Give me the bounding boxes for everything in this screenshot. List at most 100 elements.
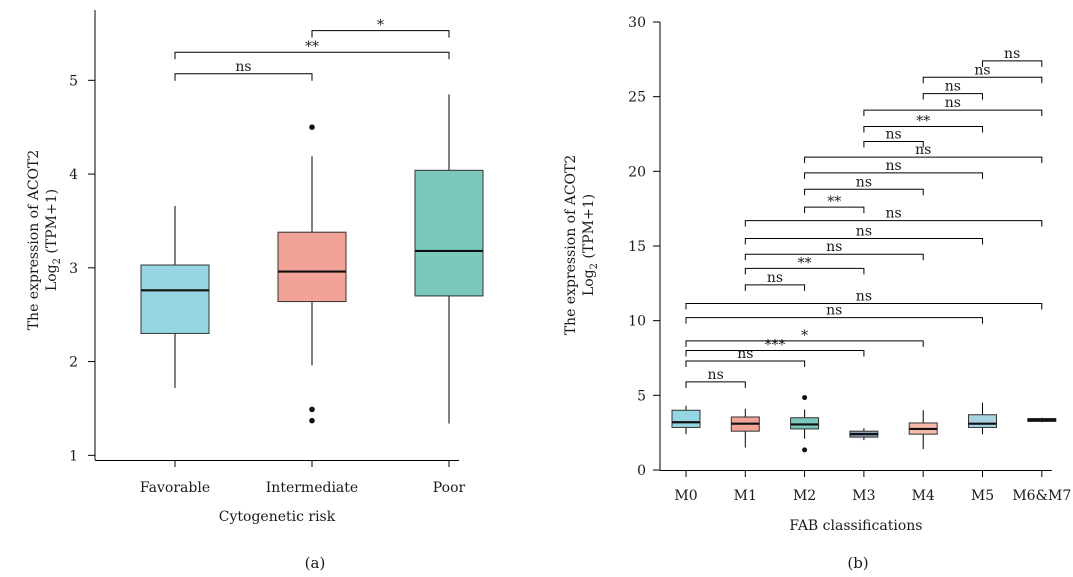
box-m4 [908,410,938,450]
y-tick-label: 20 [628,164,646,180]
box-m2 [790,395,820,453]
y-axis-title-line1: The expression of ACOT2 [563,155,579,336]
box-iqr [140,264,210,334]
comparison-bracket: ** [804,194,865,214]
significance-label: *** [764,338,785,354]
significance-label: ns [974,62,990,78]
comparison-bracket: ns [804,142,1043,164]
bracket-line [685,340,924,347]
y-axis-title-subscript: 2 [52,258,63,264]
comparison-bracket: ns [685,303,983,324]
bracket-line [922,76,1043,84]
y-tick-label: 0 [637,463,646,479]
comparison-bracket: ns [744,239,924,261]
outlier-point [309,417,315,424]
significance-label: ** [798,255,812,271]
y-axis-title-unit: (TPM+1) [44,189,60,258]
y-axis-title-line2: Log2 (TPM+1) [581,194,600,296]
box-intermediate [277,124,347,424]
box-m5 [968,402,997,435]
comparison-bracket: ns [685,288,1043,310]
y-axis-title-line1: The expression of ACOT2 [26,150,42,331]
y-axis-title-log: Log [581,269,597,296]
comparison-bracket: ** [863,114,983,133]
comparison-bracket: * [685,328,924,347]
y-axis-title-log: Log [44,264,60,291]
box-iqr [790,417,820,430]
bracket-line [863,126,983,133]
significance-label: ns [885,126,901,142]
y-tick-label: 2 [69,355,78,371]
significance-label: ns [856,288,872,304]
comparison-bracket: ns [685,346,806,367]
x-tick-label: Intermediate [266,480,358,496]
comparison-bracket: ns [982,46,1043,67]
bracket-line [685,302,1043,310]
bracket-line [863,140,924,148]
x-tick-label: M1 [734,488,757,504]
y-tick-label: 25 [628,90,646,106]
y-axis-title-unit: (TPM+1) [581,194,597,263]
bracket-line [744,267,865,275]
significance-label: ns [708,367,724,383]
y-tick-label: 10 [628,314,646,330]
bracket-line [685,381,746,388]
significance-label: ** [916,114,930,130]
bracket-line [804,206,865,214]
y-axis-title-line2: Log2 (TPM+1) [44,189,63,291]
significance-label: * [377,18,384,34]
significance-label: ns [856,224,872,240]
box-m3 [849,428,879,441]
bracket-line [804,156,1043,164]
box-iqr [277,231,347,303]
significance-label: ns [945,79,961,95]
outlier-point [309,124,315,130]
comparison-bracket: ns [922,62,1043,84]
y-tick-label: 3 [69,261,78,277]
x-tick-label: Favorable [140,480,210,496]
comparison-bracket: ns [804,158,983,179]
y-tick-label: 1 [69,448,78,464]
box-poor [414,94,484,424]
significance-label: ns [826,239,842,255]
y-tick-label: 4 [69,167,78,183]
panel-b-chart: 0 5 10 15 20 25 30 M0 M1 M2 M3 M4 M5 M6&M7 FAB classif… [563,15,1071,572]
significance-label: ns [767,270,783,286]
comparison-bracket: *** [685,338,865,357]
outlier-point [802,447,808,453]
significance-label: ns [826,303,842,319]
bracket-line [311,30,450,38]
bracket-line [744,238,983,245]
bracket-line [685,350,865,357]
panel-label: (b) [847,554,868,572]
x-tick-label: Poor [433,480,466,496]
comparison-bracket: ** [744,255,865,275]
box-m1 [730,408,760,448]
significance-label: ** [305,39,319,55]
bracket-line [982,60,1043,67]
comparison-bracket: * [311,18,450,38]
bracket-line [922,93,983,100]
comparison-bracket: ** [174,39,450,60]
box-iqr [671,409,701,428]
comparison-bracket: ns [922,79,983,100]
bracket-line [174,73,313,81]
x-tick-label: M2 [793,488,816,504]
bracket-line [804,172,983,179]
y-tick-label: 30 [628,15,646,31]
comparison-bracket: ns [685,367,746,388]
box-favorable [140,205,210,388]
bracket-line [744,220,1043,227]
significance-label: ns [945,95,961,111]
significance-label: ns [885,158,901,174]
bracket-line [744,253,924,261]
bracket-line [685,360,806,367]
bracket-line [744,284,806,291]
panel-label: (a) [305,554,326,572]
significance-label: ns [856,174,872,190]
y-tick-label: 15 [628,239,646,255]
comparison-bracket: ns [744,224,983,245]
significance-label: ns [737,346,753,362]
significance-label: ns [885,206,901,222]
